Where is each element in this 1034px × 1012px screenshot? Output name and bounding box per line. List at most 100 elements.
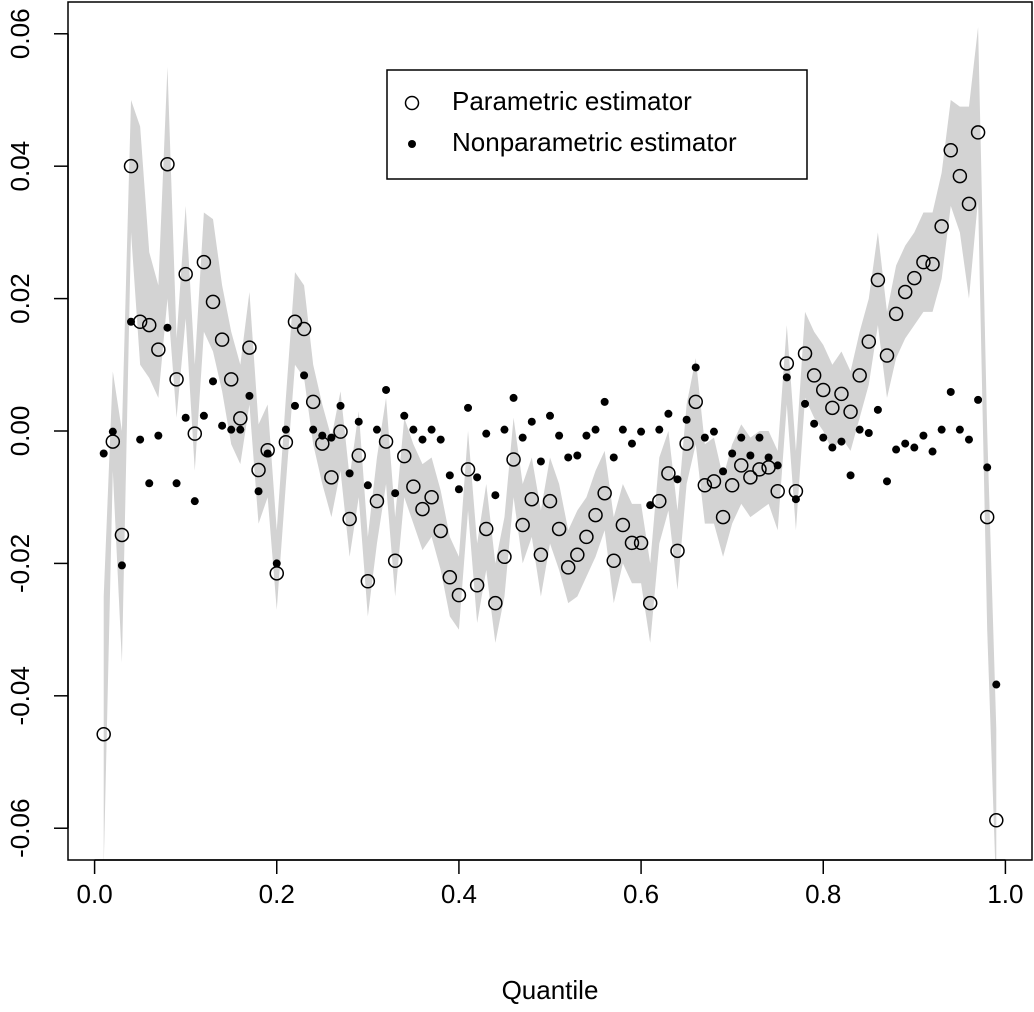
point (324, 470, 339, 485)
point (427, 425, 436, 434)
point (888, 306, 904, 322)
x-tick-label: 0.4 (441, 879, 477, 909)
point (834, 386, 849, 402)
point (318, 431, 327, 440)
point (400, 411, 409, 420)
point (764, 453, 773, 462)
point (433, 523, 448, 539)
point (715, 509, 731, 525)
point (382, 385, 391, 394)
point (728, 449, 737, 458)
point (679, 436, 694, 451)
point (755, 433, 764, 442)
point (300, 371, 309, 380)
point (837, 437, 846, 446)
point (196, 254, 212, 270)
point (846, 471, 855, 480)
point (609, 453, 618, 462)
point (806, 368, 822, 383)
point (773, 461, 782, 470)
point (363, 481, 372, 490)
point (336, 401, 345, 410)
point (290, 401, 299, 410)
point (360, 574, 376, 589)
point (819, 433, 828, 442)
point (928, 447, 937, 456)
point (946, 387, 955, 396)
point (181, 413, 190, 422)
point (910, 443, 919, 452)
point (272, 559, 281, 568)
point (992, 680, 1001, 689)
point (536, 457, 545, 466)
point (354, 417, 363, 426)
point (287, 314, 303, 330)
point (655, 425, 664, 434)
point (442, 570, 458, 585)
point (415, 501, 430, 517)
point (542, 493, 558, 509)
x-tick-label: 0.2 (259, 879, 295, 909)
point (296, 321, 312, 337)
point (342, 511, 357, 527)
point (509, 393, 518, 402)
point (424, 489, 439, 505)
point (743, 470, 758, 485)
point (746, 451, 755, 460)
point (209, 377, 218, 386)
point (664, 409, 673, 418)
point (345, 469, 354, 478)
point (169, 372, 184, 387)
point (564, 453, 573, 462)
y-tick-label: -0.04 (5, 666, 35, 725)
point (633, 535, 649, 551)
y-tick-label: 0.00 (5, 406, 35, 457)
point (815, 382, 831, 398)
point (697, 478, 713, 493)
point (96, 726, 111, 742)
point (670, 543, 685, 559)
point (117, 561, 126, 570)
point (409, 425, 418, 434)
point (491, 491, 500, 500)
point (227, 425, 236, 434)
point (591, 425, 600, 434)
point (618, 425, 627, 434)
point (864, 428, 873, 437)
point (870, 272, 886, 288)
point (770, 483, 785, 499)
point (533, 547, 549, 563)
point (163, 323, 172, 332)
point (791, 495, 800, 504)
x-tick-label: 0.6 (623, 879, 659, 909)
legend-label: Nonparametric estimator (452, 127, 737, 157)
point (278, 435, 294, 450)
point (464, 403, 473, 412)
point (606, 553, 622, 569)
point (943, 143, 959, 158)
point (482, 429, 491, 438)
point (469, 578, 485, 593)
point (600, 397, 609, 406)
point (901, 439, 910, 448)
point (141, 317, 157, 333)
point (397, 448, 412, 464)
point (907, 270, 922, 286)
point (406, 479, 421, 494)
point (642, 595, 658, 611)
legend-symbol (408, 140, 416, 148)
x-tick-label: 1.0 (987, 879, 1023, 909)
point (979, 509, 995, 525)
point (136, 435, 145, 444)
point (378, 434, 394, 449)
point (983, 463, 992, 472)
point (524, 491, 540, 507)
point (637, 427, 646, 436)
point (861, 334, 877, 349)
point (127, 317, 136, 326)
point (897, 284, 913, 300)
point (937, 425, 946, 434)
point (242, 340, 257, 355)
point (160, 156, 175, 172)
